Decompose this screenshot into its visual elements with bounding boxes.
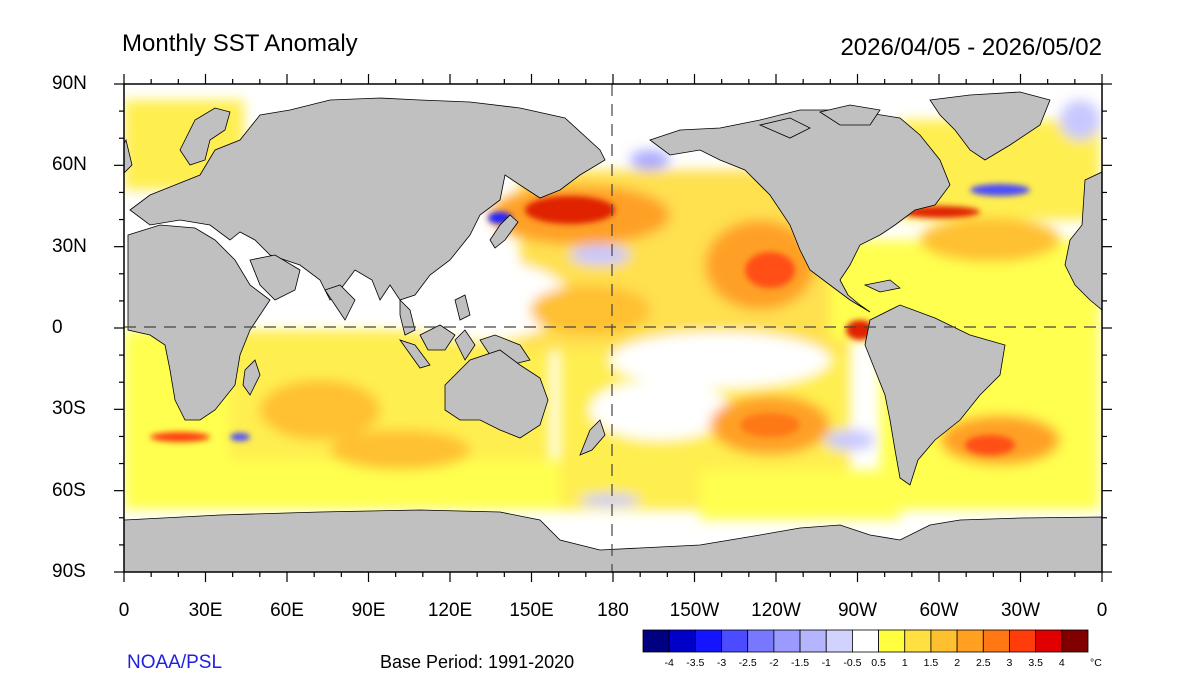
- colorbar-swatch: [825, 629, 853, 653]
- colorbar: [642, 629, 1089, 653]
- colorbar-label: -2: [769, 657, 779, 669]
- colorbar-swatch: [904, 629, 932, 653]
- lon-label: 60W: [919, 600, 959, 621]
- lon-label: 0: [1096, 600, 1108, 621]
- lon-label: 150W: [669, 600, 720, 621]
- colorbar-label: -1: [821, 657, 831, 669]
- lon-label: 90W: [837, 600, 878, 621]
- colorbar-label: 3.5: [1028, 657, 1043, 669]
- lon-label: 150E: [509, 600, 554, 621]
- lat-label: 90S: [52, 561, 86, 582]
- colorbar-label: 0.5: [871, 657, 886, 669]
- lon-label: 30E: [188, 600, 223, 621]
- base-period-label: Base Period: 1991-2020: [380, 652, 575, 672]
- lon-label: 30W: [1000, 600, 1041, 621]
- colorbar-label: -3.5: [686, 657, 705, 669]
- lon-label: 60E: [270, 600, 304, 621]
- colorbar-label: 4: [1058, 657, 1065, 669]
- lon-label: 180: [597, 600, 629, 621]
- colorbar-swatch: [1035, 629, 1063, 653]
- africa: [127, 224, 271, 421]
- colorbar-swatch: [642, 629, 670, 653]
- colorbar-label: 2: [954, 657, 961, 669]
- lat-label: 30S: [52, 398, 86, 420]
- colorbar-swatch: [956, 629, 984, 653]
- date-range: 2026/04/05 - 2026/05/02: [840, 34, 1102, 61]
- colorbar-swatch: [1009, 629, 1037, 653]
- colorbar-swatch: [721, 629, 749, 653]
- colorbar-swatch: [930, 629, 958, 653]
- colorbar-label: 1: [901, 657, 908, 669]
- land: [124, 91, 1102, 572]
- colorbar-swatch: [773, 629, 801, 653]
- colorbar-swatch: [852, 629, 879, 653]
- colorbar-label: -4: [664, 657, 674, 669]
- lon-label: 120W: [751, 600, 801, 621]
- greenland: [929, 91, 1051, 161]
- lat-label: 30N: [52, 235, 87, 257]
- axis-ticks: [114, 74, 1112, 582]
- colorbar-swatch: [982, 629, 1010, 653]
- lat-label: 60S: [52, 479, 86, 501]
- credit-label: NOAA/PSL: [127, 652, 223, 673]
- lat-label: 90N: [52, 73, 87, 94]
- lon-label: 90E: [351, 600, 386, 621]
- lon-label: 0: [118, 600, 130, 621]
- colorbar-swatch: [747, 629, 775, 653]
- colorbar-label: 2.5: [975, 657, 991, 669]
- australia: [444, 349, 549, 439]
- colorbar-swatch: [878, 629, 906, 653]
- lon-label: 120E: [427, 600, 473, 621]
- colorbar-swatch: [799, 629, 827, 653]
- colorbar-swatch: [694, 629, 722, 653]
- colorbar-swatch: [668, 629, 696, 653]
- lat-label: 60N: [52, 154, 87, 176]
- colorbar-label: -1.5: [791, 657, 810, 669]
- colorbar-swatch: [1061, 629, 1089, 653]
- colorbar-label: 3: [1006, 657, 1013, 669]
- colorbar-unit: °C: [1090, 657, 1102, 669]
- colorbar-label: -3: [716, 657, 727, 669]
- antarctica: [124, 509, 1102, 572]
- lat-label: 0: [52, 317, 63, 338]
- map-title: Monthly SST Anomaly: [122, 30, 358, 57]
- colorbar-label: -0.5: [843, 657, 862, 669]
- colorbar-label: 1.5: [923, 657, 939, 669]
- south-america: [864, 304, 1006, 486]
- anomaly-hotspots: [150, 184, 1030, 455]
- colorbar-label: -2.5: [738, 657, 757, 669]
